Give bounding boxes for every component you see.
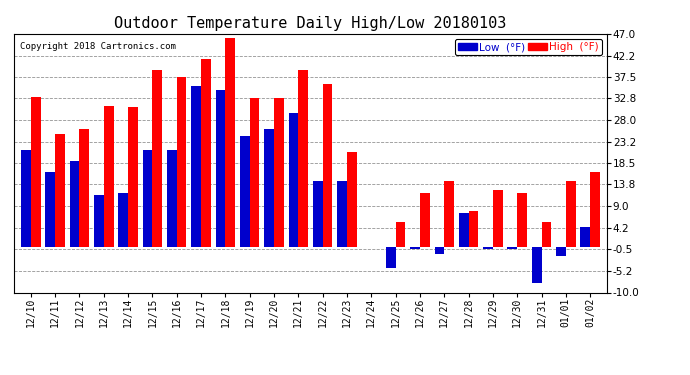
Bar xyxy=(493,190,502,247)
Bar xyxy=(590,172,600,247)
Bar xyxy=(21,150,31,247)
Bar xyxy=(191,86,201,247)
Legend: Low  (°F), High  (°F): Low (°F), High (°F) xyxy=(455,39,602,55)
Bar xyxy=(323,84,333,247)
Bar xyxy=(94,195,104,247)
Bar xyxy=(444,181,454,247)
Bar xyxy=(395,222,405,247)
Bar xyxy=(483,247,493,249)
Bar xyxy=(556,247,566,256)
Bar xyxy=(347,152,357,247)
Bar xyxy=(469,211,478,247)
Bar xyxy=(580,226,590,247)
Bar xyxy=(250,98,259,247)
Bar xyxy=(216,90,226,247)
Bar xyxy=(313,181,323,247)
Bar xyxy=(201,59,210,247)
Title: Outdoor Temperature Daily High/Low 20180103: Outdoor Temperature Daily High/Low 20180… xyxy=(115,16,506,31)
Bar xyxy=(411,247,420,249)
Bar xyxy=(298,70,308,247)
Bar xyxy=(128,107,138,247)
Bar xyxy=(459,213,469,247)
Bar xyxy=(566,181,575,247)
Bar xyxy=(143,150,152,247)
Bar xyxy=(240,136,250,247)
Bar xyxy=(435,247,444,254)
Bar xyxy=(420,193,430,247)
Bar xyxy=(152,70,162,247)
Bar xyxy=(518,193,527,247)
Bar xyxy=(70,161,79,247)
Bar xyxy=(274,98,284,247)
Bar xyxy=(55,134,65,247)
Text: Copyright 2018 Cartronics.com: Copyright 2018 Cartronics.com xyxy=(20,42,176,51)
Bar xyxy=(167,150,177,247)
Bar xyxy=(337,181,347,247)
Bar xyxy=(264,129,274,247)
Bar xyxy=(507,247,518,249)
Bar xyxy=(542,222,551,247)
Bar xyxy=(79,129,89,247)
Bar xyxy=(226,38,235,247)
Bar xyxy=(386,247,395,267)
Bar xyxy=(119,193,128,247)
Bar xyxy=(104,106,114,247)
Bar xyxy=(31,97,41,247)
Bar xyxy=(46,172,55,247)
Bar xyxy=(532,247,542,284)
Bar xyxy=(177,77,186,247)
Bar xyxy=(288,113,298,247)
